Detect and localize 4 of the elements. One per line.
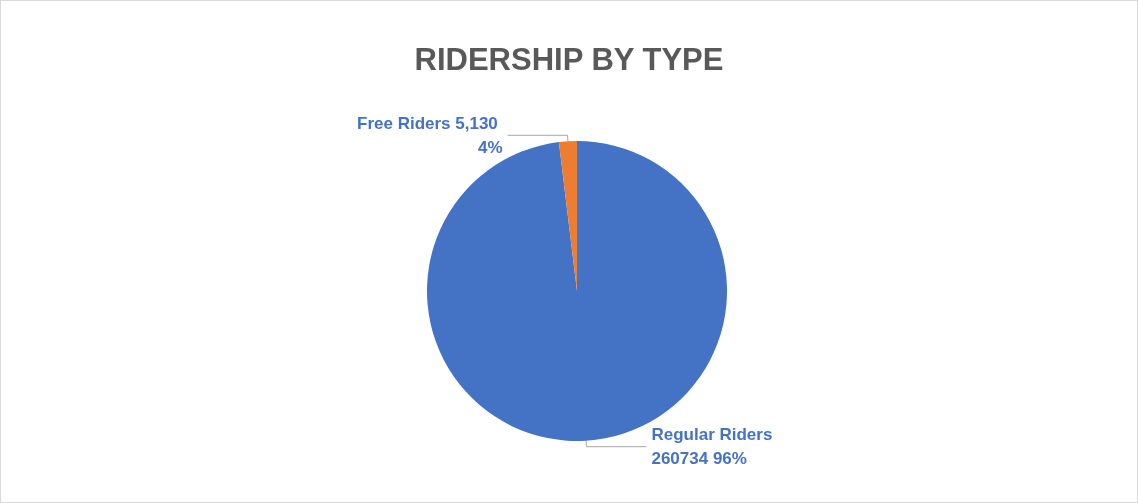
- slice-label: Regular Riders: [651, 425, 778, 445]
- chart-title: RIDERSHIP BY TYPE: [414, 42, 724, 77]
- data-label: 260734 96%: [651, 449, 747, 469]
- slice-label: Free Riders 5,130 4%: [357, 113, 503, 157]
